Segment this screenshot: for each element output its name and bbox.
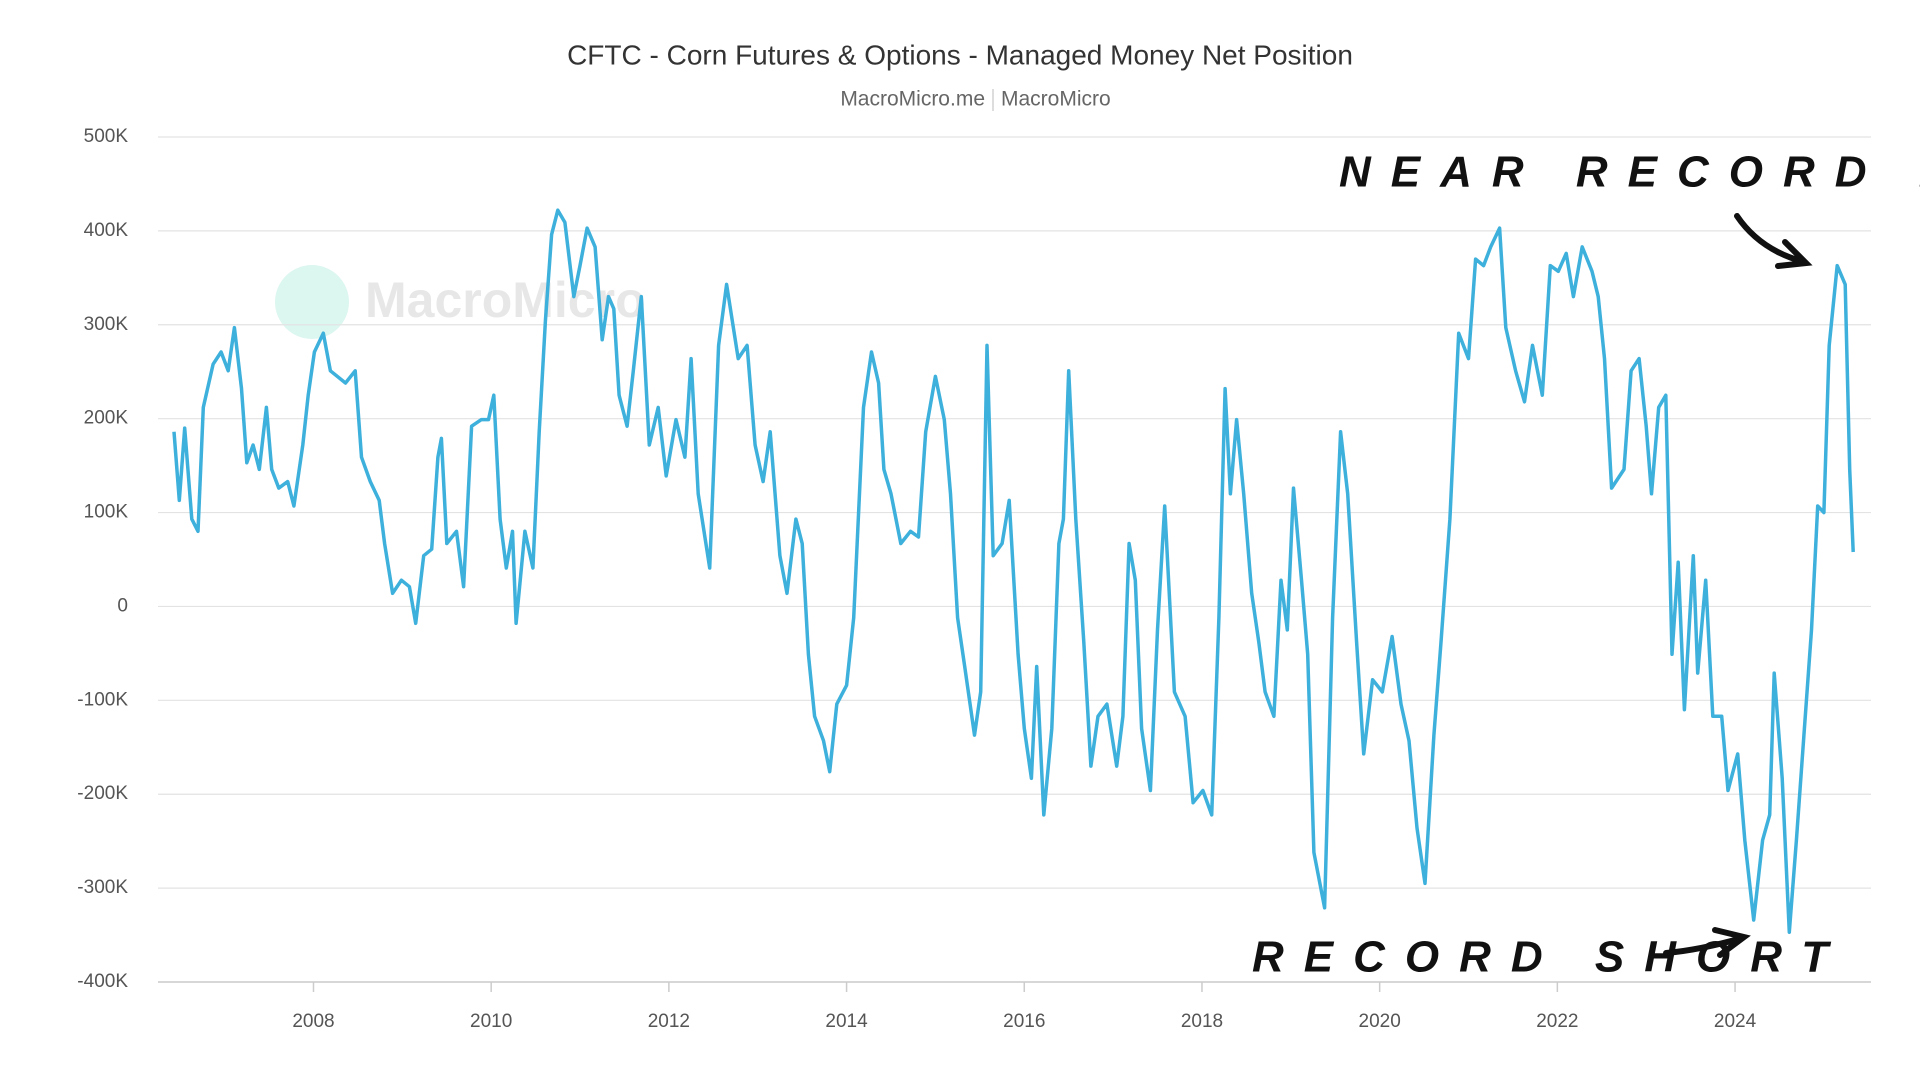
data-line — [172, 208, 1855, 934]
annotation: RECORD SHORT — [1252, 933, 1848, 982]
arrow — [1734, 213, 1813, 269]
chart-title: CFTC - Corn Futures & Options - Managed … — [567, 39, 1353, 70]
x-tick-label: 2022 — [1536, 1011, 1578, 1032]
y-tick-label: -400K — [77, 971, 128, 992]
source: MacroMicro.me — [840, 88, 985, 111]
x-tick-label: 2020 — [1359, 1011, 1401, 1032]
y-tick-label: 0 — [117, 595, 128, 616]
source-name: MacroMicro — [1001, 88, 1111, 111]
x-tick-label: 2016 — [1003, 1011, 1045, 1032]
annotation: NEAR RECORD LONG — [1339, 148, 1920, 197]
x-tick-label: 2014 — [825, 1011, 868, 1032]
y-tick-label: -300K — [77, 877, 128, 898]
y-tick-label: -200K — [77, 783, 128, 804]
x-tick-label: 2008 — [292, 1011, 334, 1032]
y-tick-label: 500K — [84, 126, 129, 147]
x-tick-label: 2012 — [648, 1011, 690, 1032]
arrow — [1663, 927, 1751, 958]
x-tick-label: 2010 — [470, 1011, 512, 1032]
x-tick-label: 2024 — [1714, 1011, 1757, 1032]
y-tick-label: 400K — [84, 220, 129, 241]
y-tick-label: 200K — [84, 408, 129, 429]
y-tick-label: -100K — [77, 689, 128, 710]
watermark-logo — [275, 265, 349, 339]
y-tick-label: 300K — [84, 314, 129, 335]
y-tick-label: 100K — [84, 502, 129, 523]
x-tick-label: 2018 — [1181, 1011, 1223, 1032]
